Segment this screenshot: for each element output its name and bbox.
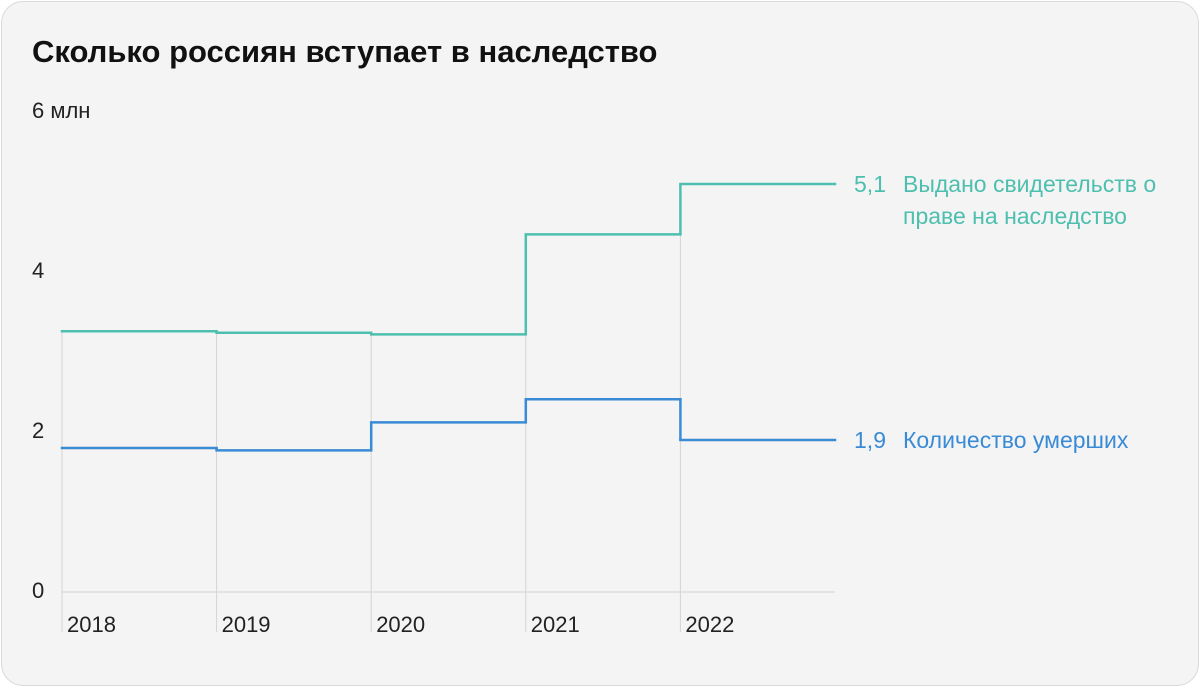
x-tick-label: 2018 [67,612,116,637]
y-tick-label: 6 млн [32,98,90,123]
y-tick-label: 2 [32,418,44,443]
y-tick-label: 0 [32,578,44,603]
chart-title: Сколько россиян вступает в наследство [32,34,657,69]
legend-label: Выдано свидетельств о праве на наследств… [903,171,1157,229]
value-label: 5,1 [854,171,886,197]
x-tick-label: 2019 [222,612,271,637]
legend-label: Количество умерших [903,427,1129,453]
x-tick-label: 2020 [376,612,425,637]
x-tick-label: 2022 [685,612,734,637]
y-tick-label: 4 [32,258,44,283]
value-label: 1,9 [854,427,886,453]
x-tick-label: 2021 [531,612,580,637]
